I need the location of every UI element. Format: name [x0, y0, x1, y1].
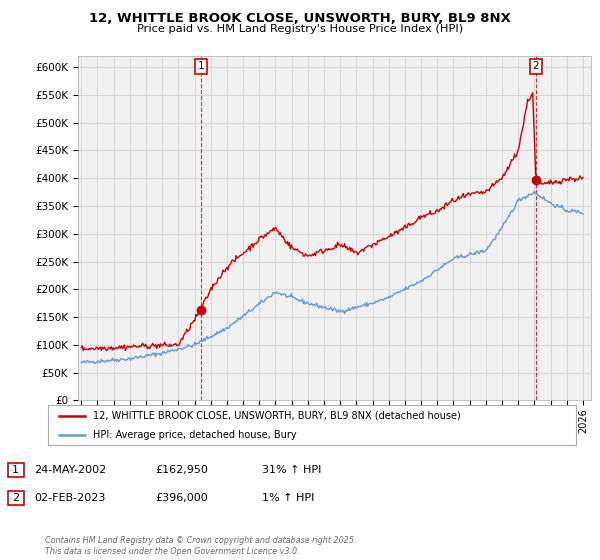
Text: HPI: Average price, detached house, Bury: HPI: Average price, detached house, Bury	[93, 430, 296, 440]
Text: 12, WHITTLE BROOK CLOSE, UNSWORTH, BURY, BL9 8NX (detached house): 12, WHITTLE BROOK CLOSE, UNSWORTH, BURY,…	[93, 411, 461, 421]
Text: 1% ↑ HPI: 1% ↑ HPI	[262, 493, 314, 503]
Text: Price paid vs. HM Land Registry's House Price Index (HPI): Price paid vs. HM Land Registry's House …	[137, 24, 463, 34]
FancyBboxPatch shape	[7, 492, 23, 505]
Text: £396,000: £396,000	[155, 493, 208, 503]
Text: 1: 1	[12, 465, 19, 475]
Text: 31% ↑ HPI: 31% ↑ HPI	[262, 465, 322, 475]
FancyBboxPatch shape	[7, 464, 23, 477]
Text: 1: 1	[197, 61, 204, 71]
Text: 24-MAY-2002: 24-MAY-2002	[34, 465, 106, 475]
Text: 02-FEB-2023: 02-FEB-2023	[34, 493, 106, 503]
Text: Contains HM Land Registry data © Crown copyright and database right 2025.
This d: Contains HM Land Registry data © Crown c…	[45, 536, 356, 556]
Text: £162,950: £162,950	[155, 465, 208, 475]
Text: 2: 2	[12, 493, 19, 503]
Text: 12, WHITTLE BROOK CLOSE, UNSWORTH, BURY, BL9 8NX: 12, WHITTLE BROOK CLOSE, UNSWORTH, BURY,…	[89, 12, 511, 25]
Text: 2: 2	[533, 61, 539, 71]
